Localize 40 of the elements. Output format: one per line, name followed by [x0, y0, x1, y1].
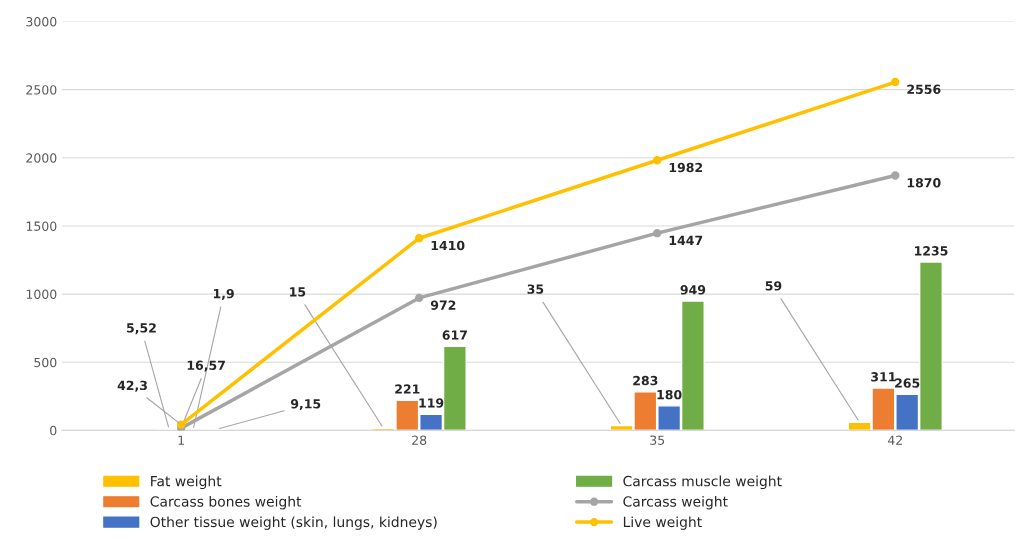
data-label: 1447 — [669, 235, 703, 245]
data-label: 617 — [442, 330, 467, 340]
data-label: 311 — [871, 372, 896, 382]
y-tick-label: 3000 — [26, 16, 57, 27]
data-label: 221 — [395, 384, 420, 394]
data-label: 1870 — [907, 178, 941, 188]
data-label: 1235 — [915, 246, 948, 256]
y-tick-label: 2000 — [26, 153, 57, 163]
legend-label: Live weight — [623, 516, 702, 530]
data-label: 119 — [419, 398, 444, 408]
data-label: 42,3 — [117, 380, 147, 392]
data-label: 59 — [765, 281, 782, 291]
x-tick-label: 42 — [887, 435, 902, 445]
data-label: 5,52 — [126, 323, 156, 335]
data-label: 15 — [290, 287, 306, 297]
legend-label: Carcass weight — [623, 496, 728, 510]
data-label: 2556 — [907, 84, 941, 94]
y-tick-label: 0 — [50, 425, 57, 436]
x-tick-label: 28 — [412, 435, 427, 445]
data-label: 283 — [633, 375, 658, 386]
data-label: 949 — [680, 285, 706, 295]
data-label: 180 — [657, 389, 682, 400]
y-tick-label: 1500 — [26, 221, 57, 231]
x-tick-label: 35 — [650, 435, 665, 445]
data-label: 972 — [430, 300, 456, 310]
y-tick-label: 2500 — [26, 85, 57, 95]
data-label: 1,9 — [213, 288, 234, 300]
data-label: 9,15 — [290, 399, 321, 411]
legend-label: Carcass muscle weight — [623, 475, 782, 490]
y-tick-label: 1000 — [26, 289, 57, 300]
data-label: 1410 — [431, 240, 465, 251]
y-tick-label: 500 — [34, 357, 57, 368]
data-label: 35 — [527, 284, 544, 294]
legend-label: Carcass bones weight — [150, 496, 302, 510]
legend-label: Fat weight — [151, 475, 222, 490]
x-tick-label: 1 — [178, 435, 184, 445]
data-label: 16,57 — [187, 360, 225, 372]
data-label: 1982 — [669, 162, 703, 173]
data-label: 265 — [895, 378, 920, 388]
legend-label: Other tissue weight (skin, lungs, kidneys) — [150, 516, 437, 530]
